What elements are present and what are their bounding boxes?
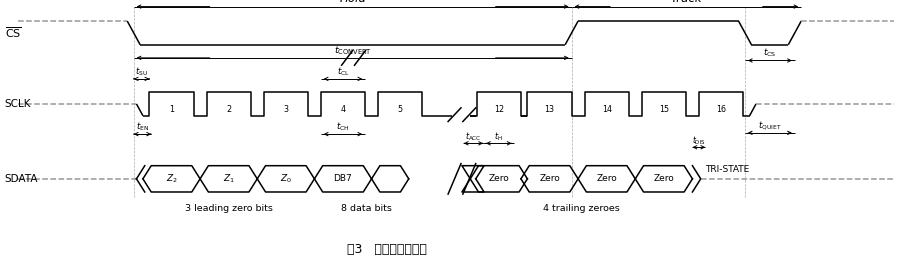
Text: 4 trailing zeroes: 4 trailing zeroes (543, 204, 620, 213)
Text: 12: 12 (494, 105, 503, 114)
Text: Track: Track (670, 0, 703, 5)
Text: $\overline{\rm CS}$: $\overline{\rm CS}$ (5, 26, 21, 40)
Text: DB7: DB7 (334, 174, 352, 183)
Text: Zero: Zero (539, 174, 560, 183)
Text: $t_{{\rm ACC}}$: $t_{{\rm ACC}}$ (466, 130, 481, 143)
Text: $Z_0$: $Z_0$ (280, 173, 291, 185)
Text: 3: 3 (283, 105, 289, 114)
Text: $Z_2$: $Z_2$ (166, 173, 177, 185)
Text: SDATA: SDATA (5, 174, 38, 184)
Text: 图3   串行接口时序图: 图3 串行接口时序图 (348, 244, 427, 256)
Text: $t_{{\rm H}}$: $t_{{\rm H}}$ (494, 130, 503, 143)
Text: 15: 15 (659, 105, 668, 114)
Text: $t_{{\rm CH}}$: $t_{{\rm CH}}$ (337, 120, 349, 133)
Text: $t_{{\rm CS}}$: $t_{{\rm CS}}$ (763, 47, 776, 59)
Text: Zero: Zero (597, 174, 617, 183)
Text: 4: 4 (340, 105, 346, 114)
Text: SCLK: SCLK (5, 99, 31, 109)
Text: 3 leading zero bits: 3 leading zero bits (184, 204, 273, 213)
Text: $t_{{\rm CL}}$: $t_{{\rm CL}}$ (337, 65, 349, 78)
Text: 2: 2 (226, 105, 231, 114)
Text: Zero: Zero (654, 174, 674, 183)
Text: $t_{{\rm DIS}}$: $t_{{\rm DIS}}$ (692, 134, 705, 147)
Text: 14: 14 (602, 105, 611, 114)
Text: $Z_1$: $Z_1$ (223, 173, 234, 185)
Text: TRI-STATE: TRI-STATE (705, 165, 750, 174)
Text: 8 data bits: 8 data bits (340, 204, 392, 213)
Text: Hold: Hold (339, 0, 366, 5)
Text: 16: 16 (716, 105, 726, 114)
Text: Zero: Zero (489, 174, 509, 183)
Text: $t_{{\rm QUIET}}$: $t_{{\rm QUIET}}$ (758, 119, 782, 132)
Text: 5: 5 (397, 105, 403, 114)
Text: 13: 13 (545, 105, 554, 114)
Text: $t_{{\rm EN}}$: $t_{{\rm EN}}$ (136, 120, 149, 133)
Text: 1: 1 (169, 105, 174, 114)
Text: $t_{{\rm SU}}$: $t_{{\rm SU}}$ (135, 65, 148, 78)
Text: $t_{{\rm CONVERT}}$: $t_{{\rm CONVERT}}$ (334, 44, 372, 57)
